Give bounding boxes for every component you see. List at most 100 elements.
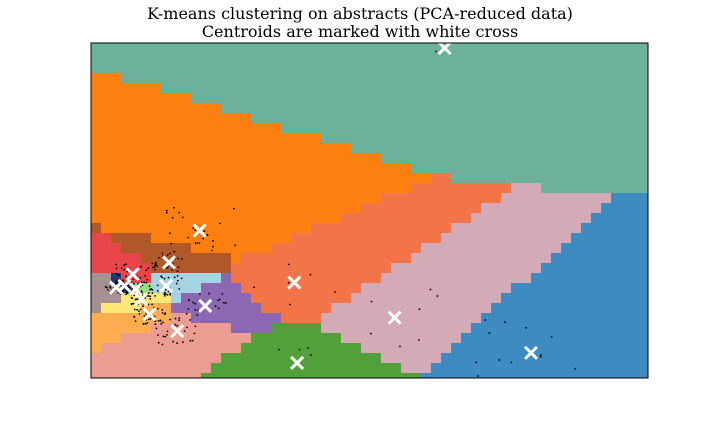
cluster-region-cell xyxy=(191,363,202,374)
cluster-region-cell xyxy=(491,43,502,54)
cluster-region-cell xyxy=(381,133,392,144)
cluster-region-cell xyxy=(151,173,162,184)
cluster-region-cell xyxy=(561,303,572,314)
cluster-region-cell xyxy=(151,193,162,204)
cluster-region-cell xyxy=(121,163,132,174)
cluster-region-cell xyxy=(571,133,582,144)
cluster-region-cell xyxy=(381,93,392,104)
cluster-region-cell xyxy=(291,243,302,254)
cluster-region-cell xyxy=(251,153,262,164)
data-point xyxy=(370,300,373,303)
cluster-region-cell xyxy=(271,153,282,164)
cluster-region-cell xyxy=(201,353,212,364)
cluster-region-cell xyxy=(481,253,492,264)
cluster-region-cell xyxy=(201,203,212,214)
cluster-region-cell xyxy=(161,203,172,214)
cluster-region-cell xyxy=(621,93,632,104)
data-point xyxy=(180,277,183,280)
cluster-region-cell xyxy=(551,373,562,378)
cluster-region-cell xyxy=(231,153,242,164)
cluster-region-cell xyxy=(91,193,102,204)
data-point xyxy=(418,339,420,341)
cluster-region-cell xyxy=(291,193,302,204)
cluster-region-cell xyxy=(391,63,402,74)
cluster-region-cell xyxy=(641,173,648,184)
cluster-region-cell xyxy=(561,253,572,264)
cluster-region-cell xyxy=(281,73,292,84)
cluster-region-cell xyxy=(241,263,252,274)
cluster-region-cell xyxy=(431,123,442,134)
data-point xyxy=(370,332,372,335)
cluster-region-cell xyxy=(631,73,642,84)
cluster-region-cell xyxy=(391,163,402,174)
cluster-region-cell xyxy=(211,373,222,378)
cluster-region-cell xyxy=(101,113,112,124)
data-point xyxy=(194,309,197,311)
data-point xyxy=(104,285,107,288)
data-point xyxy=(138,312,141,315)
cluster-region-cell xyxy=(331,123,342,134)
data-point xyxy=(133,315,135,318)
cluster-region-cell xyxy=(551,163,562,174)
cluster-region-cell xyxy=(181,113,192,124)
cluster-region-cell xyxy=(581,53,592,64)
data-point xyxy=(136,308,138,311)
cluster-region-cell xyxy=(471,193,482,204)
cluster-region-cell xyxy=(421,373,432,378)
cluster-region-cell xyxy=(541,243,552,254)
cluster-region-cell xyxy=(441,83,452,94)
cluster-region-cell xyxy=(131,183,142,194)
cluster-region-cell xyxy=(91,113,102,124)
cluster-region-cell xyxy=(311,183,322,194)
data-point xyxy=(144,275,147,277)
cluster-region-cell xyxy=(281,183,292,194)
cluster-region-cell xyxy=(181,263,192,274)
cluster-region-cell xyxy=(421,223,432,234)
cluster-region-cell xyxy=(221,343,232,354)
cluster-region-cell xyxy=(491,173,502,184)
cluster-region-cell xyxy=(101,243,112,254)
cluster-region-cell xyxy=(491,93,502,104)
cluster-region-cell xyxy=(171,223,182,234)
data-point xyxy=(504,321,506,324)
cluster-region-cell xyxy=(491,293,502,304)
cluster-region-cell xyxy=(291,353,302,364)
data-point xyxy=(212,245,214,248)
cluster-region-cell xyxy=(271,183,282,194)
cluster-region-cell xyxy=(121,223,132,234)
cluster-region-cell xyxy=(601,103,612,114)
cluster-region-cell xyxy=(361,63,372,74)
cluster-region-cell xyxy=(461,63,472,74)
data-point xyxy=(185,312,188,315)
cluster-region-cell xyxy=(251,373,262,378)
cluster-region-cell xyxy=(241,93,252,104)
cluster-region-cell xyxy=(181,303,192,314)
cluster-region-cell xyxy=(371,273,382,284)
cluster-region-cell xyxy=(151,93,162,104)
cluster-region-cell xyxy=(581,323,592,334)
cluster-region-cell xyxy=(641,133,648,144)
cluster-region-cell xyxy=(421,313,432,324)
cluster-region-cell xyxy=(221,183,232,194)
cluster-region-cell xyxy=(581,93,592,104)
cluster-region-cell xyxy=(621,123,632,134)
cluster-region-cell xyxy=(451,163,462,174)
cluster-region-cell xyxy=(141,123,152,134)
cluster-region-cell xyxy=(301,103,312,114)
cluster-region-cell xyxy=(181,103,192,114)
cluster-region-cell xyxy=(501,183,512,194)
cluster-region-cell xyxy=(181,193,192,204)
cluster-region-cell xyxy=(531,193,542,204)
cluster-region-cell xyxy=(581,73,592,84)
cluster-region-cell xyxy=(291,263,302,274)
cluster-region-cell xyxy=(211,193,222,204)
cluster-region-cell xyxy=(141,253,152,264)
cluster-region-cell xyxy=(101,93,112,104)
cluster-region-cell xyxy=(541,283,552,294)
cluster-region-cell xyxy=(501,83,512,94)
cluster-region-cell xyxy=(501,343,512,354)
cluster-region-cell xyxy=(371,283,382,294)
cluster-region-cell xyxy=(201,143,212,154)
cluster-region-cell xyxy=(91,293,102,304)
data-point xyxy=(233,207,235,210)
